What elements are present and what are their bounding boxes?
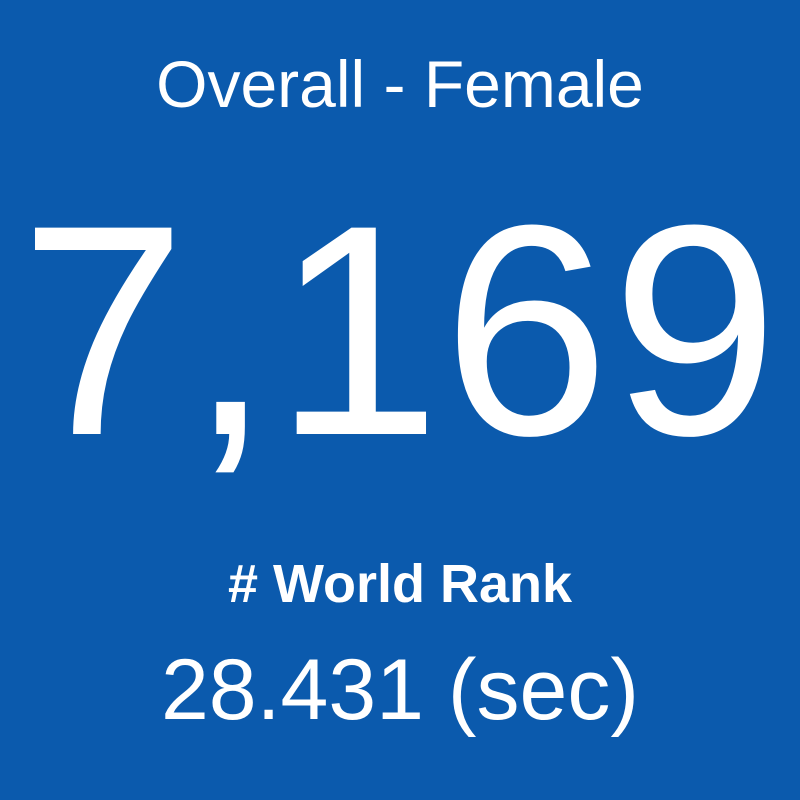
rank-label: # World Rank xyxy=(227,554,573,614)
tile-title: Overall - Female xyxy=(156,47,644,121)
time-value: 28.431 (sec) xyxy=(160,642,640,738)
rank-number: 7,169 xyxy=(19,162,781,498)
